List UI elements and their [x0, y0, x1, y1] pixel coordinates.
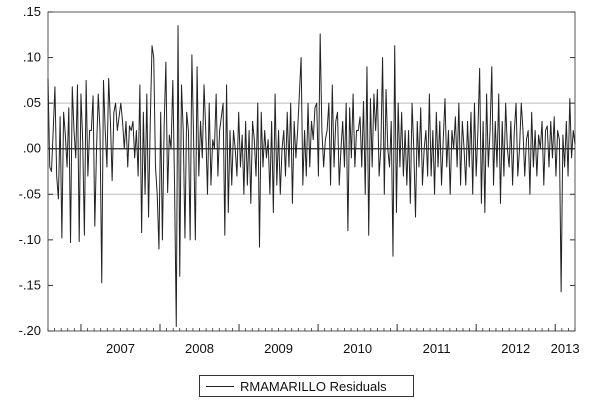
y-tick-label: -.20: [19, 323, 41, 338]
series-line-0: [47, 25, 576, 327]
x-tick-label: 2011: [423, 341, 451, 356]
legend-line-swatch: [206, 385, 234, 387]
x-tick-label: 2007: [106, 341, 135, 356]
y-tick-label: .15: [23, 4, 41, 19]
y-tick-label: -.15: [19, 277, 41, 292]
y-tick-label: .05: [23, 95, 41, 110]
y-tick-label: .10: [23, 50, 41, 65]
y-tick-label: -.10: [19, 232, 41, 247]
legend: RMAMARILLO Residuals: [199, 375, 414, 397]
x-tick-label: 2012: [501, 341, 530, 356]
x-tick-label: 2013: [551, 341, 580, 356]
plot-frame: [47, 11, 576, 332]
x-tick-label: 2008: [185, 341, 214, 356]
legend-label: RMAMARILLO Residuals: [240, 378, 387, 394]
y-tick-label: -.05: [19, 186, 41, 201]
y-tick-label: .00: [23, 141, 41, 156]
x-tick-label: 2010: [343, 341, 372, 356]
x-tick-label: 2009: [264, 341, 293, 356]
